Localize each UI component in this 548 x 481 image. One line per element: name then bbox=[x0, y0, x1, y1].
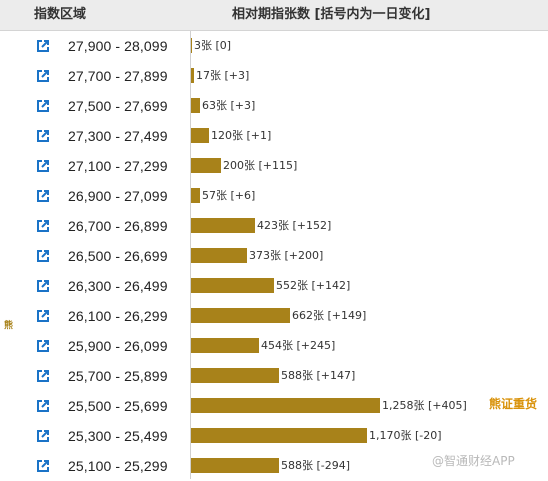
external-link-icon[interactable] bbox=[36, 39, 50, 53]
table-row: 27,900 - 28,099 3张 [0] bbox=[0, 31, 548, 61]
contracts-bar bbox=[191, 368, 279, 383]
table-row: 27,300 - 27,499 120张 [+1] bbox=[0, 121, 548, 151]
index-range-label: 26,300 - 26,499 bbox=[68, 278, 168, 294]
watermark: @智通财经APP bbox=[432, 454, 515, 468]
table-row: 25,300 - 25,499 1,170张 [-20] bbox=[0, 421, 548, 451]
external-link-icon[interactable] bbox=[36, 189, 50, 203]
table-row: 27,500 - 27,699 63张 [+3] bbox=[0, 91, 548, 121]
contracts-bar bbox=[191, 338, 259, 353]
contracts-bar bbox=[191, 98, 200, 113]
bar-value-label: 200张 [+115] bbox=[223, 159, 298, 172]
index-range-label: 25,900 - 26,099 bbox=[68, 338, 168, 354]
index-range-label: 27,100 - 27,299 bbox=[68, 158, 168, 174]
bar-value-label: 588张 [+147] bbox=[281, 369, 356, 382]
table-row: 27,100 - 27,299 200张 [+115] bbox=[0, 151, 548, 181]
table-row: 26,500 - 26,699 373张 [+200] bbox=[0, 241, 548, 271]
table-row: 26,900 - 27,099 57张 [+6] bbox=[0, 181, 548, 211]
contracts-bar bbox=[191, 38, 192, 53]
table-row: 26,100 - 26,299 662张 [+149] bbox=[0, 301, 548, 331]
index-range-label: 26,100 - 26,299 bbox=[68, 308, 168, 324]
table-row: 25,500 - 25,699 1,258张 [+405] bbox=[0, 391, 548, 421]
contracts-bar bbox=[191, 158, 221, 173]
table-header: 指数区域 相对期指张数 [括号内为一日变化] bbox=[0, 0, 548, 31]
table-row: 25,900 - 26,099 454张 [+245] bbox=[0, 331, 548, 361]
table-row: 25,100 - 25,299 588张 [-294] bbox=[0, 451, 548, 481]
bar-value-label: 3张 [0] bbox=[194, 39, 232, 52]
bar-value-label: 57张 [+6] bbox=[202, 189, 256, 202]
contracts-bar bbox=[191, 218, 255, 233]
index-range-label: 25,100 - 25,299 bbox=[68, 458, 168, 474]
highlight-note: 熊证重货 bbox=[489, 397, 538, 411]
bar-value-label: 588张 [-294] bbox=[281, 459, 351, 472]
bar-value-label: 423张 [+152] bbox=[257, 219, 332, 232]
index-range-label: 26,900 - 27,099 bbox=[68, 188, 168, 204]
external-link-icon[interactable] bbox=[36, 459, 50, 473]
contracts-bar bbox=[191, 128, 209, 143]
index-range-label: 27,300 - 27,499 bbox=[68, 128, 168, 144]
contracts-bar bbox=[191, 458, 279, 473]
external-link-icon[interactable] bbox=[36, 249, 50, 263]
index-range-label: 27,500 - 27,699 bbox=[68, 98, 168, 114]
external-link-icon[interactable] bbox=[36, 339, 50, 353]
contracts-bar bbox=[191, 188, 200, 203]
contracts-bar bbox=[191, 68, 194, 83]
bar-value-label: 662张 [+149] bbox=[292, 309, 367, 322]
external-link-icon[interactable] bbox=[36, 99, 50, 113]
contracts-bar bbox=[191, 248, 247, 263]
index-range-label: 27,700 - 27,899 bbox=[68, 68, 168, 84]
external-link-icon[interactable] bbox=[36, 309, 50, 323]
bar-value-label: 120张 [+1] bbox=[211, 129, 272, 142]
table-row: 26,300 - 26,499 552张 [+142] bbox=[0, 271, 548, 301]
table-row: 26,700 - 26,899 423张 [+152] bbox=[0, 211, 548, 241]
contracts-bar bbox=[191, 398, 380, 413]
bar-value-label: 454张 [+245] bbox=[261, 339, 336, 352]
bar-value-label: 552张 [+142] bbox=[276, 279, 351, 292]
bear-side-label: 熊 bbox=[4, 321, 14, 331]
index-range-label: 25,500 - 25,699 bbox=[68, 398, 168, 414]
bar-value-label: 1,258张 [+405] bbox=[382, 399, 467, 412]
contracts-bar bbox=[191, 278, 274, 293]
contracts-bar bbox=[191, 308, 290, 323]
index-range-label: 26,700 - 26,899 bbox=[68, 218, 168, 234]
bar-value-label: 63张 [+3] bbox=[202, 99, 256, 112]
table-row: 25,700 - 25,899 588张 [+147] bbox=[0, 361, 548, 391]
contracts-header: 相对期指张数 [括号内为一日变化] bbox=[232, 7, 431, 22]
external-link-icon[interactable] bbox=[36, 429, 50, 443]
table-row: 27,700 - 27,899 17张 [+3] bbox=[0, 61, 548, 91]
index-range-label: 25,300 - 25,499 bbox=[68, 428, 168, 444]
index-range-header: 指数区域 bbox=[34, 7, 87, 22]
external-link-icon[interactable] bbox=[36, 129, 50, 143]
external-link-icon[interactable] bbox=[36, 219, 50, 233]
bar-value-label: 17张 [+3] bbox=[196, 69, 250, 82]
external-link-icon[interactable] bbox=[36, 369, 50, 383]
external-link-icon[interactable] bbox=[36, 279, 50, 293]
index-range-label: 25,700 - 25,899 bbox=[68, 368, 168, 384]
bar-axis-line bbox=[190, 31, 191, 479]
bar-value-label: 373张 [+200] bbox=[249, 249, 324, 262]
contracts-bar bbox=[191, 428, 367, 443]
bar-value-label: 1,170张 [-20] bbox=[369, 429, 442, 442]
external-link-icon[interactable] bbox=[36, 159, 50, 173]
index-range-label: 26,500 - 26,699 bbox=[68, 248, 168, 264]
external-link-icon[interactable] bbox=[36, 399, 50, 413]
external-link-icon[interactable] bbox=[36, 69, 50, 83]
index-range-label: 27,900 - 28,099 bbox=[68, 38, 168, 54]
